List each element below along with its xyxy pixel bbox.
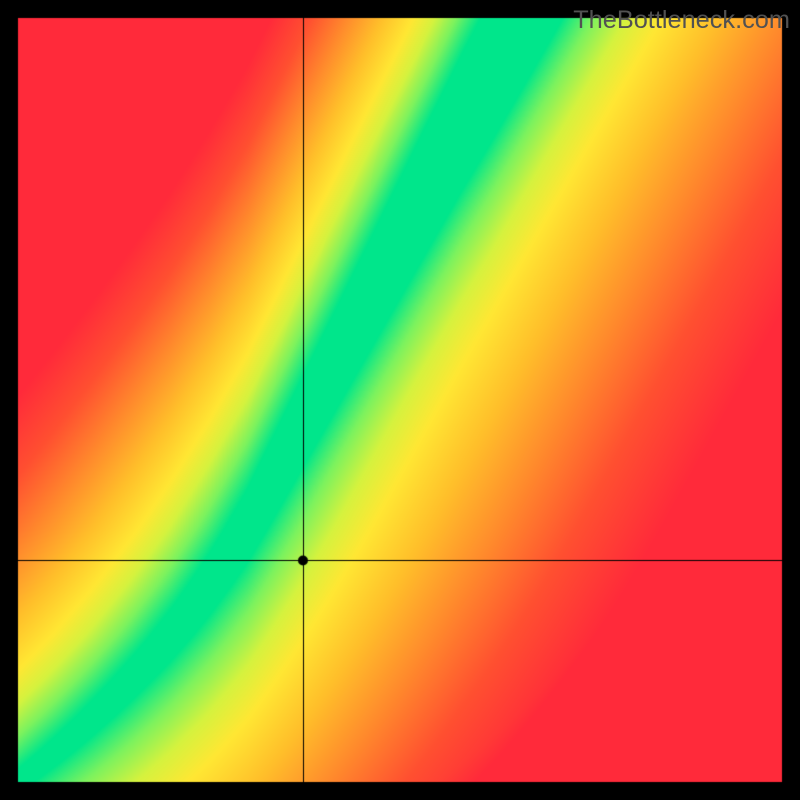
bottleneck-heatmap-canvas <box>0 0 800 800</box>
chart-container: TheBottleneck.com <box>0 0 800 800</box>
